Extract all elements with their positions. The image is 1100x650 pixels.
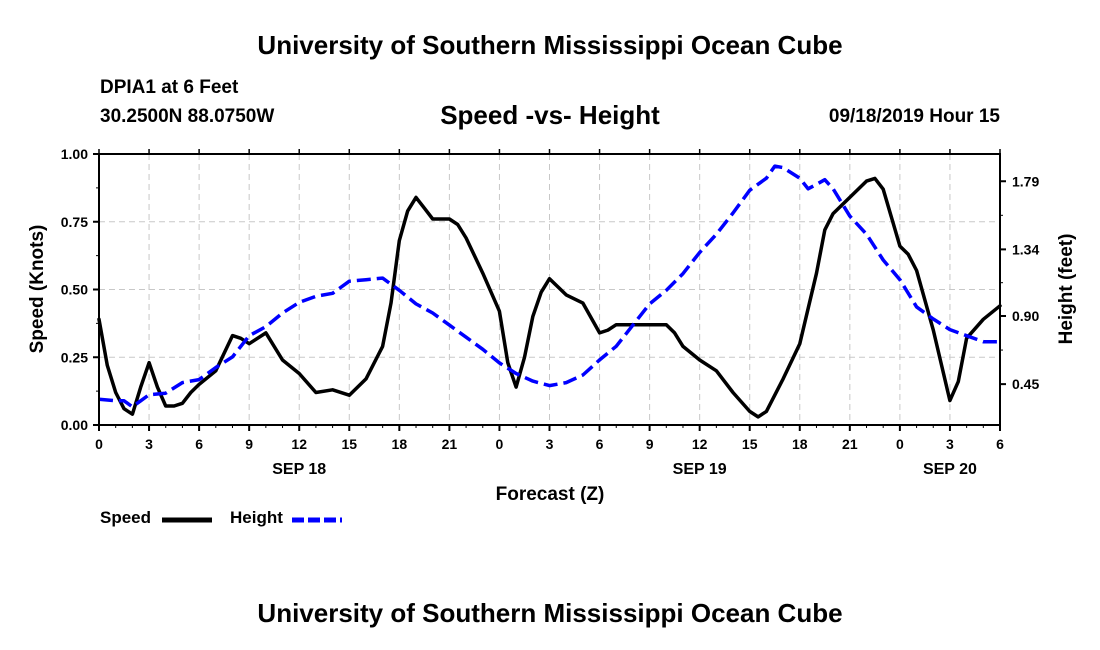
y-tick-label: 0.50	[61, 282, 88, 298]
legend-speed-label: Speed	[100, 508, 152, 527]
x-tick-label: 15	[742, 436, 758, 452]
x-tick-label: 21	[442, 436, 458, 452]
y-tick-label: 1.00	[61, 146, 88, 162]
series-line-speed	[97, 176, 1002, 419]
x-tick-label: 6	[195, 436, 203, 452]
legend-height-label: Height	[230, 508, 283, 527]
day-label: SEP 19	[673, 461, 727, 478]
series-layer	[97, 164, 1002, 419]
x-tick-label: 0	[496, 436, 504, 452]
footer-title: University of Southern Mississippi Ocean…	[257, 598, 843, 628]
y2-tick-label: 0.45	[1012, 376, 1039, 392]
x-tick-label: 3	[946, 436, 954, 452]
x-tick-label: 9	[646, 436, 654, 452]
x-tick-label: 3	[546, 436, 554, 452]
x-tick-label: 6	[596, 436, 604, 452]
y2-axis-title: Height (feet)	[1056, 234, 1077, 345]
y-tick-label: 0.75	[61, 214, 88, 230]
y-axis-title: Speed (Knots)	[27, 225, 48, 354]
day-label: SEP 18	[272, 461, 326, 478]
x-tick-label: 9	[245, 436, 253, 452]
station-coords: 30.2500N 88.0750W	[100, 106, 275, 127]
axes: 0 3 6 9 12 15 18 21 0 3 6 9 12 15 18 21 0 3 6 SEP 18 SEP 19 S…	[61, 146, 1040, 478]
series-line-height	[98, 164, 1000, 409]
main-title: University of Southern Mississippi Ocean…	[257, 30, 843, 60]
x-tick-label: 18	[792, 436, 808, 452]
day-label: SEP 20	[923, 461, 977, 478]
grid-lines	[99, 154, 1000, 425]
y2-tick-label: 0.90	[1012, 308, 1039, 324]
x-tick-label: 12	[291, 436, 307, 452]
x-tick-label: 0	[896, 436, 904, 452]
x-tick-label: 3	[145, 436, 153, 452]
x-tick-label: 12	[692, 436, 708, 452]
forecast-datetime: 09/18/2019 Hour 15	[828, 106, 1000, 127]
y2-tick-label: 1.34	[1012, 241, 1039, 257]
x-tick-label: 0	[95, 436, 103, 452]
x-tick-label: 18	[392, 436, 408, 452]
station-label: DPIA1 at 6 Feet	[100, 77, 239, 98]
y2-tick-label: 1.79	[1012, 173, 1039, 189]
y-tick-label: 0.25	[61, 349, 88, 365]
y-tick-label: 0.00	[61, 417, 88, 433]
x-axis-title: Forecast (Z)	[496, 484, 605, 505]
chart-subtitle: Speed -vs- Height	[440, 100, 660, 130]
x-tick-label: 15	[341, 436, 357, 452]
x-tick-label: 21	[842, 436, 858, 452]
x-tick-label: 6	[996, 436, 1004, 452]
